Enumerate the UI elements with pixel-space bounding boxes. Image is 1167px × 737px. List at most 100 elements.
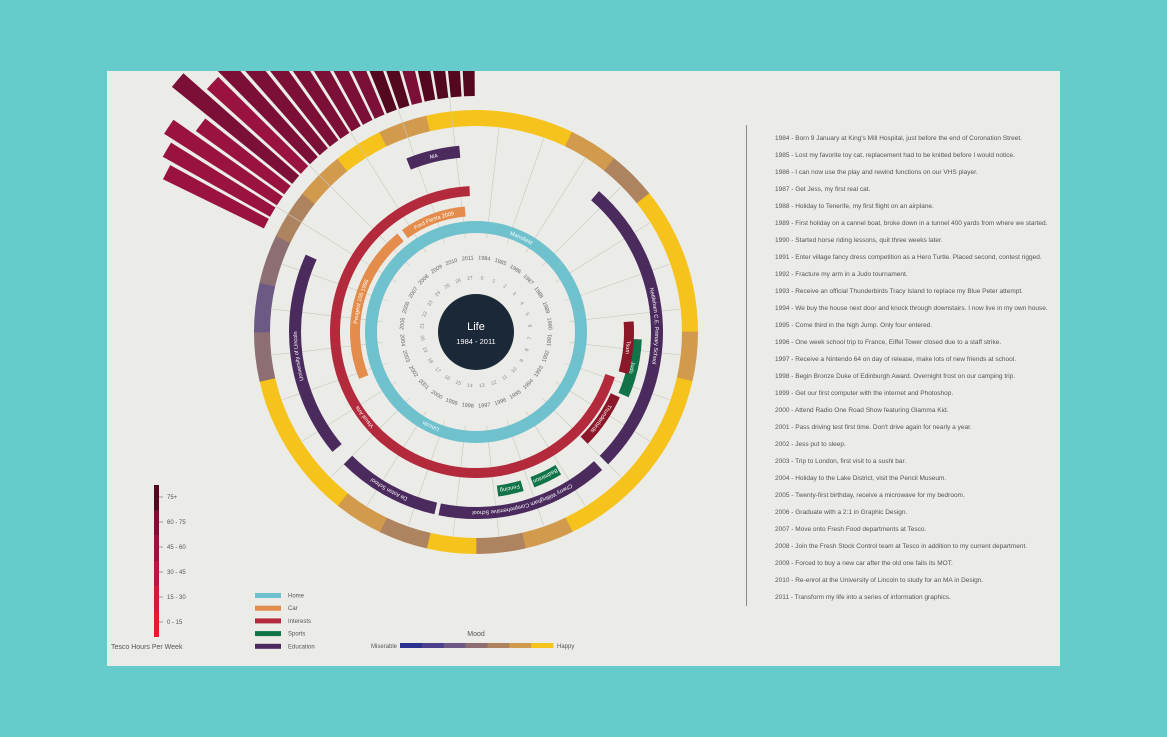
age-label-12: 12: [490, 379, 497, 387]
age-label-27: 27: [467, 275, 473, 282]
year-label-12: 1996: [494, 397, 508, 407]
tesco-bar-25-2: [313, 71, 361, 132]
year-label-19: 2003: [401, 350, 411, 364]
mood-segment-7: [676, 331, 699, 382]
mood-scale: Mood Miserable Happy: [371, 631, 574, 650]
mood-segment-14: [426, 532, 477, 555]
age-label-23: 23: [427, 299, 435, 307]
tesco-scale-label-2: 45 - 60: [167, 545, 186, 551]
mood-segment-22: [259, 235, 291, 287]
age-label-16: 16: [443, 374, 451, 382]
mood-scale-low: Miserable: [371, 644, 398, 650]
event-item-1991: 1991 - Enter village fancy dress competi…: [775, 254, 1042, 261]
event-item-2001: 2001 - Pass driving test first time. Don…: [775, 424, 972, 431]
mood-segment-4: [636, 193, 677, 243]
year-spoke-25: [350, 132, 429, 256]
year-spoke-23: [276, 206, 400, 285]
education-segment-3: [288, 254, 342, 452]
tesco-bar-24-2: [217, 71, 318, 165]
mood-segment-10: [604, 460, 650, 506]
mood-segment-1: [521, 115, 573, 147]
mood-segment-17: [302, 460, 348, 506]
event-item-1985: 1985 - Lost my favorite toy cat, replace…: [775, 152, 1015, 159]
tesco-bar-27-3: [462, 71, 475, 97]
year-label-23: 2007: [408, 286, 420, 300]
year-label-9: 1993: [533, 365, 545, 379]
year-label-20: 2004: [398, 334, 405, 347]
event-item-2010: 2010 - Re-enrol at the University of Lin…: [775, 577, 984, 584]
year-spoke-24: [308, 164, 413, 269]
age-label-22: 22: [422, 310, 430, 317]
mood-segment-20: [253, 331, 276, 382]
event-item-1996: 1996 - One week school trip to France, E…: [775, 339, 1002, 346]
year-label-14: 1998: [461, 402, 474, 409]
tesco-bar-24-0: [171, 73, 300, 184]
mood-segment-12: [521, 517, 573, 549]
tesco-bar-25-3: [333, 71, 373, 125]
mood-segment-15: [379, 517, 431, 549]
event-item-1993: 1993 - Receive an official Thunderbirds …: [775, 288, 1023, 295]
age-label-3: 3: [511, 291, 517, 297]
event-item-1997: 1997 - Receive a Nintendo 64 on day of r…: [775, 356, 1017, 363]
event-item-1998: 1998 - Begin Bronze Duke of Edinburgh Aw…: [775, 373, 1016, 380]
sports-segment-2: [496, 480, 524, 497]
event-item-1990: 1990 - Started horse riding lessons, qui…: [775, 237, 943, 244]
event-item-1994: 1994 - We buy the house next door and kn…: [775, 305, 1048, 312]
home-segment-0: [476, 221, 563, 271]
timeline-divider: [746, 125, 747, 606]
tesco-bar-24-1: [206, 76, 309, 174]
center-hub: Life 1984 - 2011: [438, 294, 514, 370]
event-item-2003: 2003 - Trip to London, first visit to a …: [775, 458, 907, 465]
event-item-2009: 2009 - Forced to buy a new car after the…: [775, 560, 953, 567]
year-label-8: 1992: [541, 350, 551, 364]
mood-scale-title: Mood: [467, 631, 485, 638]
mood-segment-26: [379, 115, 431, 147]
age-label-20: 20: [419, 335, 426, 341]
mood-segment-18: [275, 421, 316, 471]
tesco-scale-label-5: 0 - 15: [167, 620, 183, 626]
year-spoke-26: [397, 109, 447, 248]
tesco-scale-label-3: 30 - 45: [167, 570, 186, 576]
tesco-scale-swatch-5: [154, 611, 159, 637]
legend-label-1: Car: [288, 606, 298, 612]
mood-ring: [253, 109, 699, 555]
tesco-bar-26-0: [351, 71, 385, 119]
event-item-1988: 1988 - Holiday to Tenerife, my first fli…: [775, 203, 934, 210]
mood-segment-21: [253, 282, 276, 333]
education-label-4: MA: [429, 153, 439, 161]
age-label-2: 2: [502, 283, 508, 290]
age-label-17: 17: [434, 366, 442, 374]
age-label-5: 5: [523, 312, 530, 317]
tesco-bar-23-3: [195, 118, 291, 195]
age-label-18: 18: [426, 357, 434, 365]
age-label-24: 24: [434, 290, 442, 298]
year-label-6: 1990: [545, 317, 552, 330]
mood-segment-11: [565, 492, 615, 533]
event-item-1995: 1995 - Come third in the high Jump. Only…: [775, 322, 933, 329]
education-segment-4: [406, 145, 461, 170]
mood-segment-27: [426, 109, 477, 132]
age-label-1: 1: [491, 278, 496, 285]
age-label-26: 26: [455, 278, 462, 286]
tesco-hours-bars: [162, 71, 475, 229]
event-item-2007: 2007 - Move onto Fresh Food departments …: [775, 526, 927, 533]
age-label-8: 8: [524, 347, 531, 352]
event-item-2006: 2006 - Graduate with a 2:1 in Graphic De…: [775, 509, 908, 516]
tesco-scale-label-0: 75+: [167, 495, 178, 501]
legend-swatch-0: [255, 593, 281, 598]
year-label-25: 2009: [430, 264, 444, 276]
center-subtitle: 1984 - 2011: [456, 337, 495, 346]
education-segment-1: [438, 461, 603, 520]
tesco-scale-label-1: 60 - 75: [167, 520, 186, 526]
tesco-scale-swatch-2: [154, 535, 159, 562]
tesco-bar-26-2: [386, 71, 410, 109]
tesco-hours-scale: 75+ 60 - 75 45 - 60 30 - 45 15 - 30 0 - 15 Tes…: [111, 485, 186, 651]
age-label-6: 6: [526, 324, 532, 328]
age-label-11: 11: [501, 374, 509, 382]
mood-segment-3: [604, 158, 650, 204]
tesco-bar-26-3: [402, 71, 423, 105]
legend-swatch-2: [255, 618, 281, 624]
mood-scale-swatch-4: [487, 643, 510, 648]
